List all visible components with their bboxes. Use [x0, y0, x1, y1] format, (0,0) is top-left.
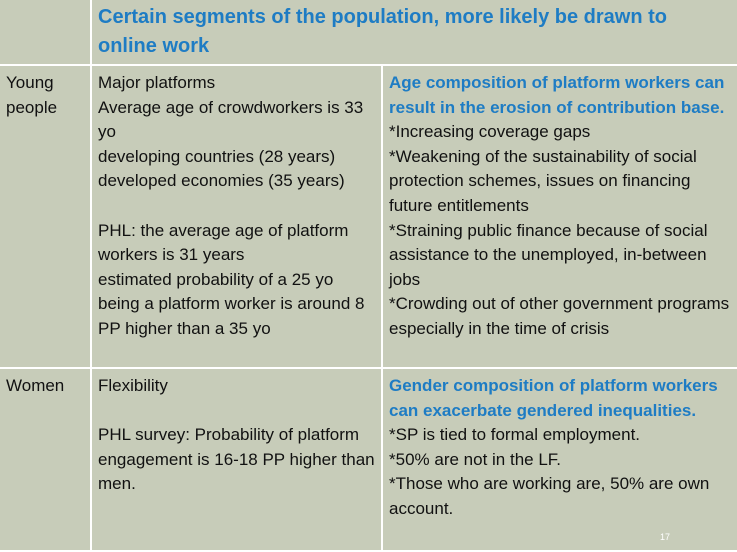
- middle-text: estimated probability of a 25 yo being a…: [98, 269, 365, 338]
- right-cell: Gender composition of platform workers c…: [383, 369, 737, 552]
- corner-cell: [0, 0, 92, 66]
- middle-cell: Flexibility PHL survey: Probability of pl…: [92, 369, 383, 552]
- middle-text: PHL survey: Probability of platform enga…: [98, 425, 375, 494]
- right-item: *Straining public finance because of soc…: [389, 220, 708, 289]
- right-item: *Crowding out of other government progra…: [389, 294, 730, 338]
- middle-cell: Major platforms Average age of crowdworke…: [92, 66, 383, 369]
- middle-text: developed economies (35 years): [98, 171, 345, 191]
- page-number: 17: [660, 532, 671, 542]
- right-heading: Age composition of platform workers can …: [389, 73, 725, 117]
- right-heading: Gender composition of platform workers c…: [389, 376, 718, 420]
- right-cell: Age composition of platform workers can …: [383, 66, 737, 369]
- middle-text: Average age of crowdworkers is 33 yo: [98, 97, 364, 142]
- right-item: *Weakening of the sustainability of soci…: [389, 146, 697, 215]
- header-title: Certain segments of the population, more…: [92, 0, 737, 66]
- middle-text: PHL: the average age of platform workers…: [98, 220, 349, 265]
- right-item: *Those who are working are, 50% are own …: [389, 474, 710, 518]
- middle-text: Major platforms: [98, 73, 216, 92]
- row-label: Young people: [0, 66, 92, 369]
- right-item: *Increasing coverage gaps: [389, 122, 591, 142]
- right-item: *50% are not in the LF.: [389, 449, 562, 469]
- right-item: *SP is tied to formal employment.: [389, 425, 641, 445]
- middle-text: Flexibility: [98, 376, 168, 395]
- row-label: Women: [0, 369, 92, 552]
- middle-text: developing countries (28 years): [98, 146, 336, 166]
